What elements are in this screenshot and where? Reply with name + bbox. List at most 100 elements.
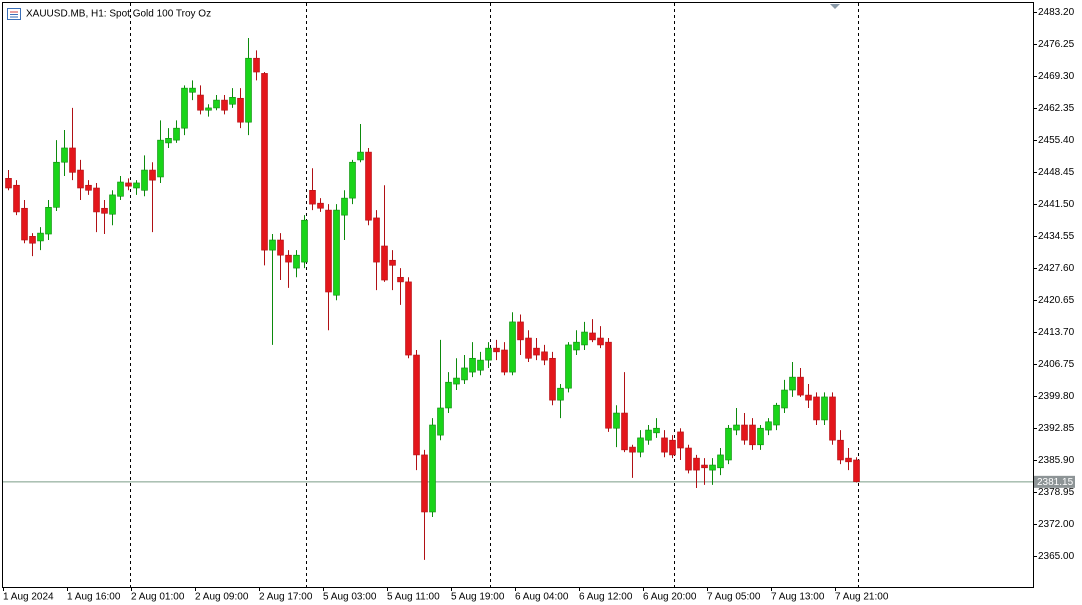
x-tick-label: 6 Aug 20:00 <box>643 592 697 603</box>
candle-body <box>325 209 332 293</box>
candle-body <box>293 254 300 269</box>
candle-body <box>333 209 340 296</box>
candle-body <box>621 412 628 451</box>
y-tick-label: 2476.25 <box>1038 39 1075 50</box>
price-label: 2381.15 <box>1037 477 1074 488</box>
candle-body <box>317 202 324 209</box>
y-tick-label: 2455.40 <box>1038 135 1075 146</box>
candle-body <box>53 161 60 208</box>
candle-body <box>589 332 596 341</box>
y-tick-label: 2420.65 <box>1038 295 1075 306</box>
candle-body <box>573 341 580 351</box>
candle-body <box>141 169 148 191</box>
candle-body <box>669 439 676 456</box>
candle-body <box>29 236 36 244</box>
x-tick-label: 5 Aug 11:00 <box>387 592 440 603</box>
candle-body <box>365 151 372 221</box>
candle-body <box>629 446 636 453</box>
candle-body <box>725 427 732 461</box>
candle-body <box>429 424 436 513</box>
candle-body <box>125 182 132 187</box>
candle-body <box>45 207 52 235</box>
x-tick-label: 6 Aug 12:00 <box>579 592 633 603</box>
x-tick-label: 1 Aug 16:00 <box>67 592 121 603</box>
y-tick-label: 2427.60 <box>1038 263 1075 274</box>
candle-body <box>845 457 852 463</box>
candle-body <box>285 254 292 263</box>
title-icon <box>7 8 21 20</box>
y-tick-label: 2378.95 <box>1038 487 1075 498</box>
y-tick-label: 2469.30 <box>1038 71 1075 82</box>
candle-body <box>733 424 740 431</box>
x-tick-label: 5 Aug 19:00 <box>451 592 505 603</box>
candle-body <box>445 381 452 409</box>
x-tick-label: 7 Aug 21:00 <box>835 592 889 603</box>
candle-body <box>597 337 604 346</box>
candle-body <box>21 207 28 241</box>
y-tick-label: 2462.35 <box>1038 103 1075 114</box>
candle-body <box>829 396 836 441</box>
candle-body <box>837 439 844 461</box>
candle-body <box>557 387 564 401</box>
candle-body <box>565 344 572 389</box>
candle-body <box>533 347 540 356</box>
candle-body <box>157 139 164 178</box>
y-tick-label: 2413.70 <box>1038 327 1075 338</box>
candle-body <box>189 87 196 93</box>
candle-body <box>693 457 700 471</box>
candle-body <box>269 239 276 251</box>
candle-body <box>677 431 684 449</box>
candle-body <box>541 351 548 361</box>
candle-body <box>757 427 764 446</box>
candle-body <box>701 464 708 469</box>
candle-body <box>517 321 524 341</box>
plot-frame <box>2 2 1034 588</box>
candle-body <box>373 217 380 263</box>
candle-body <box>357 151 364 161</box>
candle-body <box>485 347 492 361</box>
candle-body <box>133 182 140 189</box>
candle-body <box>773 404 780 426</box>
candle-body <box>581 331 588 346</box>
y-tick-label: 2365.00 <box>1038 551 1075 562</box>
candle-body <box>853 459 860 482</box>
candle-body <box>805 394 812 401</box>
candle-body <box>765 421 772 431</box>
candle-body <box>149 169 156 181</box>
candle-body <box>821 396 828 421</box>
candle-body <box>389 259 396 266</box>
candle-body <box>477 359 484 371</box>
candle-body <box>197 94 204 111</box>
candle-body <box>637 437 644 453</box>
candle-body <box>13 184 20 213</box>
candle-body <box>549 357 556 401</box>
candle-body <box>109 194 116 215</box>
candle-body <box>277 239 284 256</box>
candle-body <box>5 178 12 189</box>
chart-title: XAUUSD.MB, H1: Spot Gold 100 Troy Oz <box>26 9 211 20</box>
candle-body <box>309 190 316 205</box>
y-tick-label: 2441.50 <box>1038 199 1075 210</box>
day-separators <box>130 3 859 587</box>
candle-body <box>709 464 716 471</box>
candle-body <box>397 276 404 283</box>
candle-body <box>37 232 44 242</box>
candle-body <box>613 412 620 429</box>
candle-body <box>245 57 252 123</box>
y-tick-label: 2406.75 <box>1038 359 1075 370</box>
candle-body <box>653 427 660 434</box>
candle-body <box>413 354 420 456</box>
candle-body <box>789 376 796 391</box>
price-label-box <box>1034 475 1075 488</box>
candle-body <box>213 99 220 109</box>
candle-body <box>181 87 188 129</box>
y-tick-label: 2434.55 <box>1038 231 1075 242</box>
candle-body <box>797 376 804 396</box>
candle-body <box>749 424 756 446</box>
candle-body <box>717 454 724 469</box>
y-tick-label: 2448.45 <box>1038 167 1075 178</box>
candle-body <box>525 337 532 359</box>
y-tick-label: 2392.85 <box>1038 423 1075 434</box>
shift-marker <box>830 4 840 9</box>
